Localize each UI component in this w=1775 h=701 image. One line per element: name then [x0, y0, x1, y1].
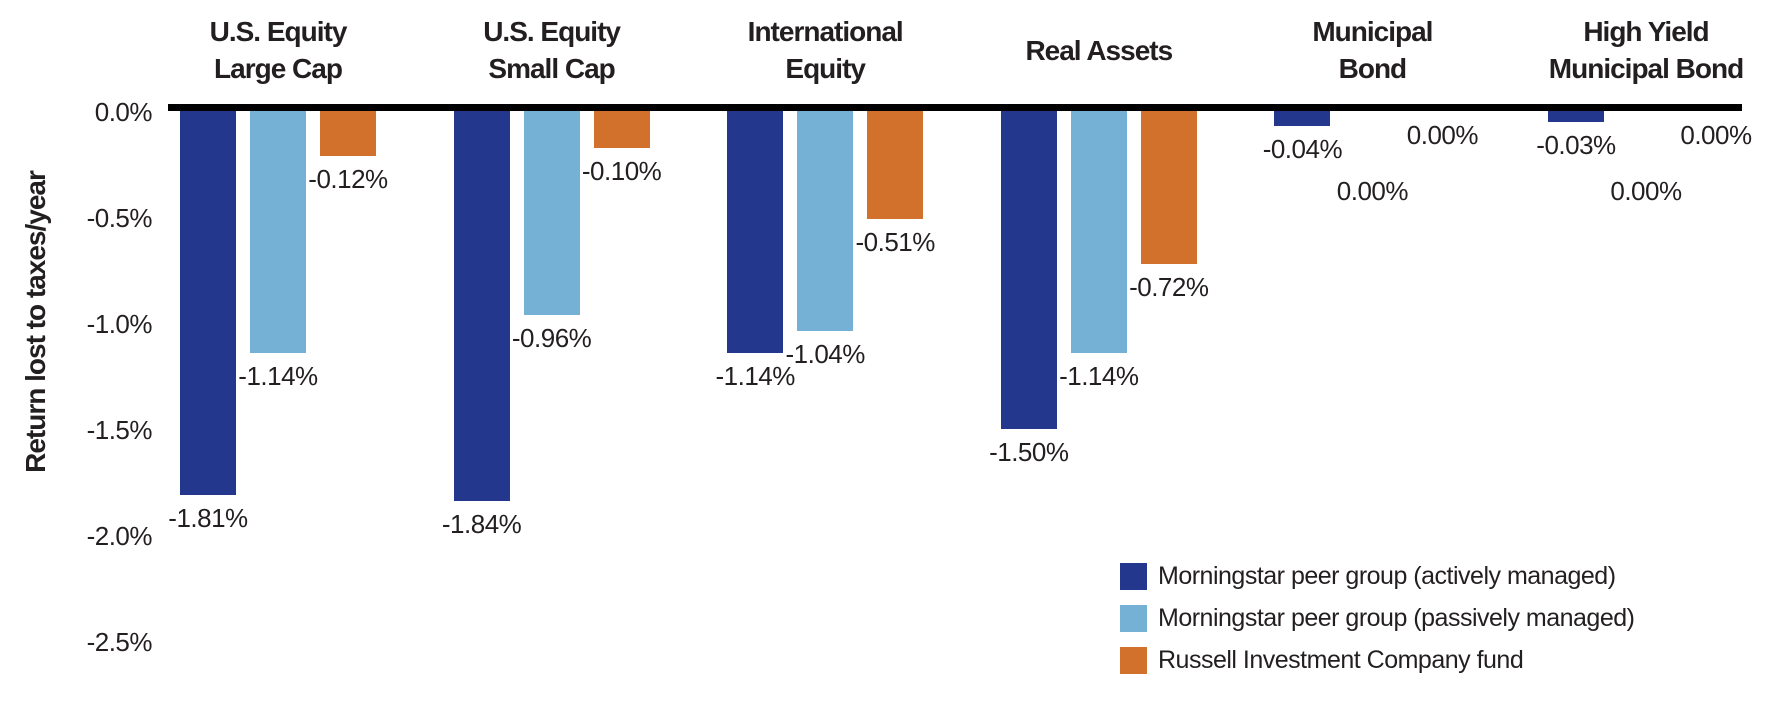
category-label-line: Small Cap	[488, 53, 615, 84]
category-label-line: Bond	[1338, 53, 1408, 84]
legend: Morningstar peer group (actively managed…	[1120, 563, 1635, 689]
legend-label: Russell Investment Company fund	[1158, 646, 1524, 674]
y-tick-label: 0.0%	[94, 97, 153, 127]
category-label: U.S. Equity Large Cap	[128, 8, 428, 92]
bar	[1548, 111, 1604, 122]
bar	[1070, 111, 1127, 353]
bar	[1000, 111, 1057, 429]
bar	[727, 111, 784, 353]
bar-value-label: -0.51%	[855, 227, 935, 257]
category-label: U.S. Equity Small Cap	[402, 8, 702, 92]
bar-value-label: -0.04%	[1262, 134, 1343, 164]
bar	[523, 111, 580, 315]
bar	[593, 111, 650, 148]
y-tick-label: -0.5%	[86, 203, 153, 233]
bar	[180, 111, 236, 495]
category-label: International Equity	[675, 8, 975, 92]
category-label-line: Equity	[785, 53, 866, 84]
bar-value-label: 0.00%	[1610, 176, 1682, 206]
legend-swatch	[1120, 563, 1147, 590]
category-label-line: Municipal Bond	[1548, 53, 1744, 84]
y-tick-label: -2.5%	[86, 627, 153, 657]
bar	[320, 111, 376, 156]
bar-value-label: -1.14%	[238, 361, 318, 391]
category-label-line: High Yield	[1583, 16, 1709, 47]
legend-row: Morningstar peer group (passively manage…	[1120, 604, 1635, 632]
bar-value-label: -1.14%	[715, 361, 795, 391]
bar-value-label: 0.00%	[1680, 120, 1752, 150]
bar	[1140, 111, 1197, 264]
zero-baseline	[168, 104, 1742, 111]
bar	[250, 111, 306, 353]
bar-value-label: -1.14%	[1059, 361, 1139, 391]
legend-label: Morningstar peer group (passively manage…	[1158, 604, 1635, 632]
bar-value-label: 0.00%	[1336, 176, 1409, 206]
category-label-line: Municipal	[1312, 16, 1433, 47]
category-label-line: International	[747, 16, 904, 47]
bar-value-label: -0.72%	[1129, 272, 1209, 302]
legend-swatch	[1120, 605, 1147, 632]
bar-value-label: -1.04%	[785, 339, 865, 369]
y-tick-label: -1.5%	[86, 415, 153, 445]
bar-value-label: -0.03%	[1536, 130, 1616, 160]
bar-value-label: -0.12%	[308, 164, 388, 194]
category-label-line: U.S. Equity	[483, 16, 621, 47]
category-label-line: U.S. Equity	[209, 16, 348, 47]
y-tick-label: -1.0%	[86, 309, 153, 339]
bar-value-label: 0.00%	[1406, 120, 1479, 150]
bar-value-label: -0.96%	[511, 323, 592, 353]
bar-value-label: -0.10%	[581, 156, 662, 186]
legend-label: Morningstar peer group (actively managed…	[1158, 562, 1616, 590]
category-label: Real Assets	[949, 8, 1249, 92]
bar	[867, 111, 924, 219]
bar	[1274, 111, 1331, 126]
bar-value-label: -1.50%	[989, 437, 1069, 467]
bar-value-label: -1.84%	[441, 509, 522, 539]
category-label: Municipal Bond	[1222, 8, 1522, 92]
legend-swatch	[1120, 647, 1147, 674]
bar	[797, 111, 854, 331]
bar-value-label: -1.81%	[168, 503, 248, 533]
legend-row: Russell Investment Company fund	[1120, 647, 1634, 674]
category-label-line: Large Cap	[214, 53, 343, 84]
category-label: High Yield Municipal Bond	[1496, 8, 1775, 92]
y-tick-label: -2.0%	[86, 521, 153, 551]
legend-row: Morningstar peer group (actively managed…	[1120, 563, 1634, 590]
category-label-line: Real Assets	[1025, 34, 1173, 66]
bar	[453, 111, 510, 501]
